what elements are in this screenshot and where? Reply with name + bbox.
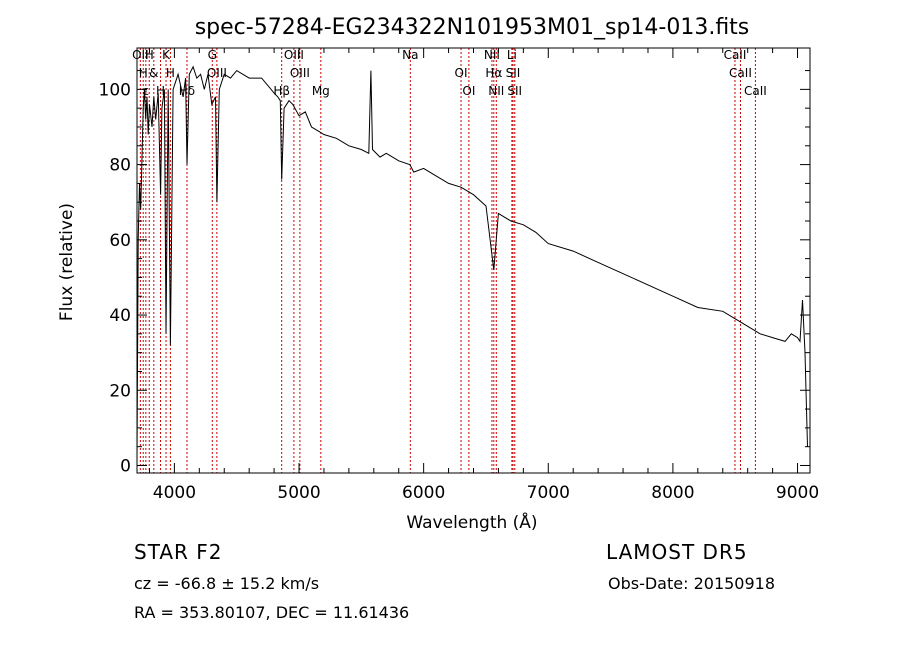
y-tick-label-0: 0 — [120, 456, 131, 476]
x-tick-label-2: 6000 — [402, 483, 445, 503]
y-tick-label-2: 40 — [109, 306, 131, 326]
line-marker-label-22: SII — [506, 66, 521, 80]
x-tick-label-3: 7000 — [527, 483, 570, 503]
line-marker-label-13: OIII — [290, 66, 310, 80]
y-tick-label-3: 60 — [109, 231, 131, 251]
line-marker-label-19: Hα — [485, 66, 502, 80]
plot-frame — [136, 47, 811, 474]
line-marker-label-26: CaII — [744, 84, 767, 98]
line-marker-label-23: SII — [507, 84, 522, 98]
survey-label: LAMOST DR5 — [606, 540, 748, 564]
object-class-label: STAR F2 — [134, 540, 223, 564]
y-axis-ticks: 0 20 40 60 80 100 — [99, 70, 810, 476]
x-tick-label-0: 4000 — [153, 483, 196, 503]
line-marker-label-17: OI — [462, 84, 475, 98]
x-axis-label: Wavelength (Å) — [406, 511, 537, 533]
line-marker-label-10: OIII — [207, 66, 227, 80]
line-marker-label-11: Hβ — [273, 84, 290, 98]
line-marker-label-24: CaII — [724, 48, 747, 62]
line-marker-label-9: G — [208, 48, 217, 62]
line-marker-label-12: OIII — [284, 48, 304, 62]
line-marker-label-18: NII — [484, 48, 500, 62]
x-tick-label-1: 5000 — [277, 483, 320, 503]
line-marker-label-21: Li — [507, 48, 517, 62]
line-marker-label-6: K — [162, 48, 171, 62]
line-marker-label-15: Na — [402, 48, 418, 62]
spectrum-series-line — [136, 65, 808, 459]
spectral-line-markers — [139, 48, 756, 473]
chart-title: spec-57284-EG234322N101953M01_sp14-013.f… — [195, 15, 750, 40]
x-axis-ticks: 4000 5000 6000 7000 8000 9000 — [148, 48, 819, 503]
line-marker-label-2: ɛ — [143, 84, 150, 98]
line-marker-label-0: OII — [132, 48, 149, 62]
y-axis-label: Flux (relative) — [57, 203, 77, 321]
spectrum-chart: spec-57284-EG234322N101953M01_sp14-013.f… — [57, 15, 819, 533]
line-marker-label-14: Mg — [312, 84, 330, 98]
line-marker-label-7: H — [166, 66, 175, 80]
line-marker-label-5: H — [156, 84, 165, 98]
line-marker-label-4: & — [149, 66, 158, 80]
line-marker-label-16: OI — [455, 66, 468, 80]
redshift-readout: cz = -66.8 ± 15.2 km/s — [134, 574, 320, 593]
line-marker-label-20: NII — [488, 84, 504, 98]
x-tick-label-5: 9000 — [776, 483, 819, 503]
line-marker-label-1: H — [139, 66, 148, 80]
spectral-line-labels: OIIHɛH&HKHHδGOIIIHβOIIIOIIIMgNaOIOINIIHα… — [132, 48, 767, 98]
obs-date-readout: Obs-Date: 20150918 — [608, 574, 776, 593]
x-tick-label-4: 8000 — [651, 483, 694, 503]
y-tick-label-5: 100 — [99, 80, 131, 100]
coordinates-readout: RA = 353.80107, DEC = 11.61436 — [134, 603, 410, 622]
y-tick-label-4: 80 — [109, 156, 131, 176]
line-marker-label-3: H — [145, 48, 154, 62]
y-tick-label-1: 20 — [109, 381, 131, 401]
line-marker-label-8: Hδ — [179, 84, 195, 98]
line-marker-label-25: CaII — [729, 66, 752, 80]
